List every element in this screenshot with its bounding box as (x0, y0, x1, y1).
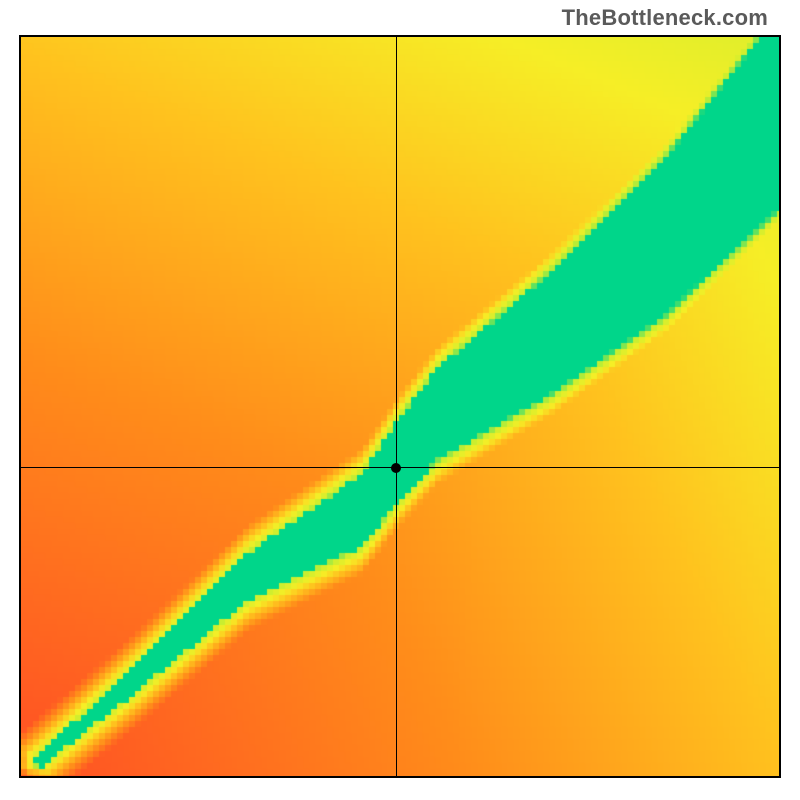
chart-container: TheBottleneck.com (0, 0, 800, 800)
heatmap-canvas (21, 37, 779, 776)
watermark-text: TheBottleneck.com (562, 5, 768, 31)
heatmap-plot (19, 35, 781, 778)
